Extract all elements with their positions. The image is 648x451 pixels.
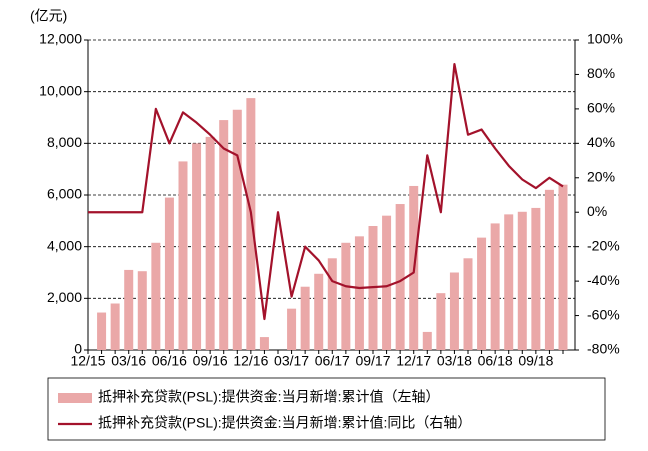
bar [246,98,256,350]
bar [463,258,473,350]
y2-tick-label: -80% [587,341,620,357]
bar [124,269,134,350]
x-tick-label: 06/18 [478,353,513,369]
bar [232,109,242,350]
y-tick-label: 0 [74,341,82,357]
bar [97,312,107,350]
legend-label: 抵押补充贷款(PSL):提供资金:当月新增:累计值（左轴） [98,389,439,405]
y2-tick-label: 40% [587,134,615,150]
bar [327,258,337,350]
bar [178,161,188,350]
y2-tick-label: 60% [587,100,615,116]
legend-swatch [58,393,92,403]
y2-tick-label: 0% [587,203,607,219]
line [88,63,564,321]
bar [382,215,392,350]
y2-tick-label: 100% [587,31,623,47]
x-tick-label: 09/17 [355,353,390,369]
legend-box [47,377,606,441]
y-unit-label: (亿元) [30,8,67,24]
bar [314,273,324,350]
bar [164,197,174,350]
bar [558,184,568,350]
bar [517,211,527,350]
y-tick-label: 2,000 [47,289,82,305]
x-tick-label: 12/16 [233,353,268,369]
x-tick-label: 12/15 [70,353,105,369]
y2-tick-label: -40% [587,272,620,288]
bar [205,136,215,350]
y2-tick-label: -20% [587,237,620,253]
bar [544,189,554,350]
bar [504,214,514,350]
bar [219,120,229,350]
bar [192,143,202,350]
y-tick-label: 10,000 [39,82,82,98]
bar [287,308,297,350]
bar [300,286,310,350]
x-tick-label: 03/17 [274,353,309,369]
bar [449,272,459,350]
bar [490,223,500,350]
x-tick-label: 03/18 [437,353,472,369]
x-tick-label: 06/17 [315,353,350,369]
y2-tick-label: 80% [587,65,615,81]
y2-tick-label: -60% [587,306,620,322]
y-tick-label: 4,000 [47,237,82,253]
x-tick-label: 12/17 [396,353,431,369]
x-tick-label: 03/16 [111,353,146,369]
x-tick-label: 06/16 [152,353,187,369]
bar [341,242,351,350]
bar [354,236,364,350]
y2-tick-label: 20% [587,168,615,184]
bar [422,331,432,350]
x-tick-label: 09/16 [193,353,228,369]
bar [110,303,120,350]
x-tick-label: 09/18 [518,353,553,369]
bar [395,204,405,350]
y-tick-label: 12,000 [39,31,82,47]
bar [137,271,147,350]
bar [259,337,269,350]
y-tick-label: 6,000 [47,186,82,202]
bar [477,237,487,350]
legend-label: 抵押补充贷款(PSL):提供资金:当月新增:累计值:同比（右轴） [98,415,471,431]
bar [531,207,541,350]
bar [151,242,161,350]
y-tick-label: 8,000 [47,134,82,150]
bar [436,293,446,350]
